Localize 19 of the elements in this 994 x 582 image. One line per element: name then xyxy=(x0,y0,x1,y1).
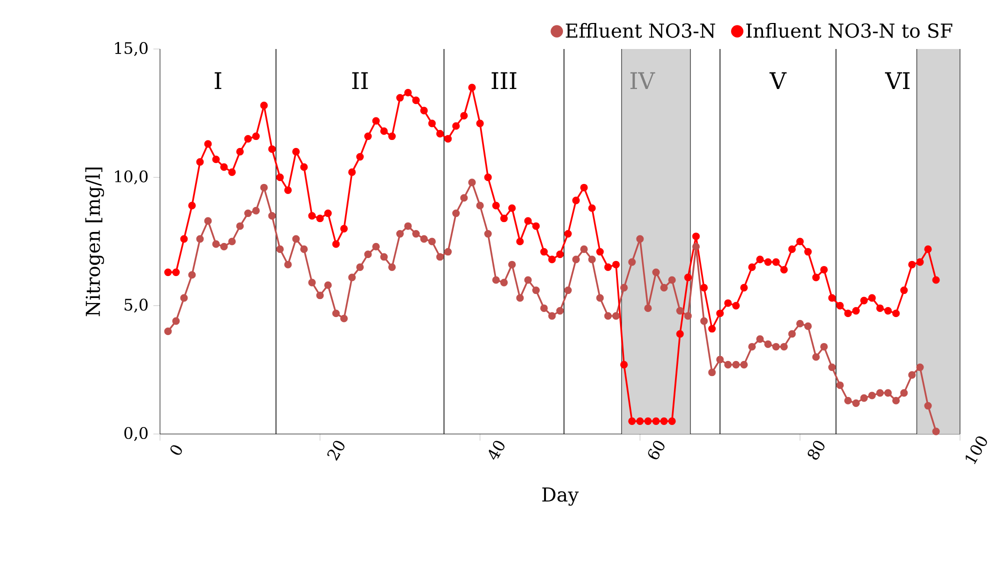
x-tick-label: 0 xyxy=(170,445,182,455)
y-tick-label: 10,0 xyxy=(115,170,148,184)
y-tick-label: 5,0 xyxy=(124,298,148,313)
x-tick-label: 40 xyxy=(488,440,504,460)
annotation: VI xyxy=(884,72,910,90)
legend-label: Effluent NO3-N xyxy=(566,23,716,38)
annotation: III xyxy=(492,72,516,90)
x-tick-label: 60 xyxy=(648,440,664,460)
legend-label: Influent NO3-N to SF xyxy=(746,23,952,38)
x-tick-label: 80 xyxy=(808,440,824,460)
x-axis-title: Day xyxy=(542,488,579,506)
annotation: V xyxy=(769,72,787,90)
y-tick-label: 15,0 xyxy=(115,42,148,56)
y-axis-title: Nitrogen [mg/l] xyxy=(85,168,104,316)
annotation: II xyxy=(352,72,368,90)
y-tick-label: 0,0 xyxy=(124,426,148,441)
annotation: I xyxy=(214,72,222,90)
x-tick-label: 20 xyxy=(327,440,344,461)
annotation: IV xyxy=(630,72,656,90)
